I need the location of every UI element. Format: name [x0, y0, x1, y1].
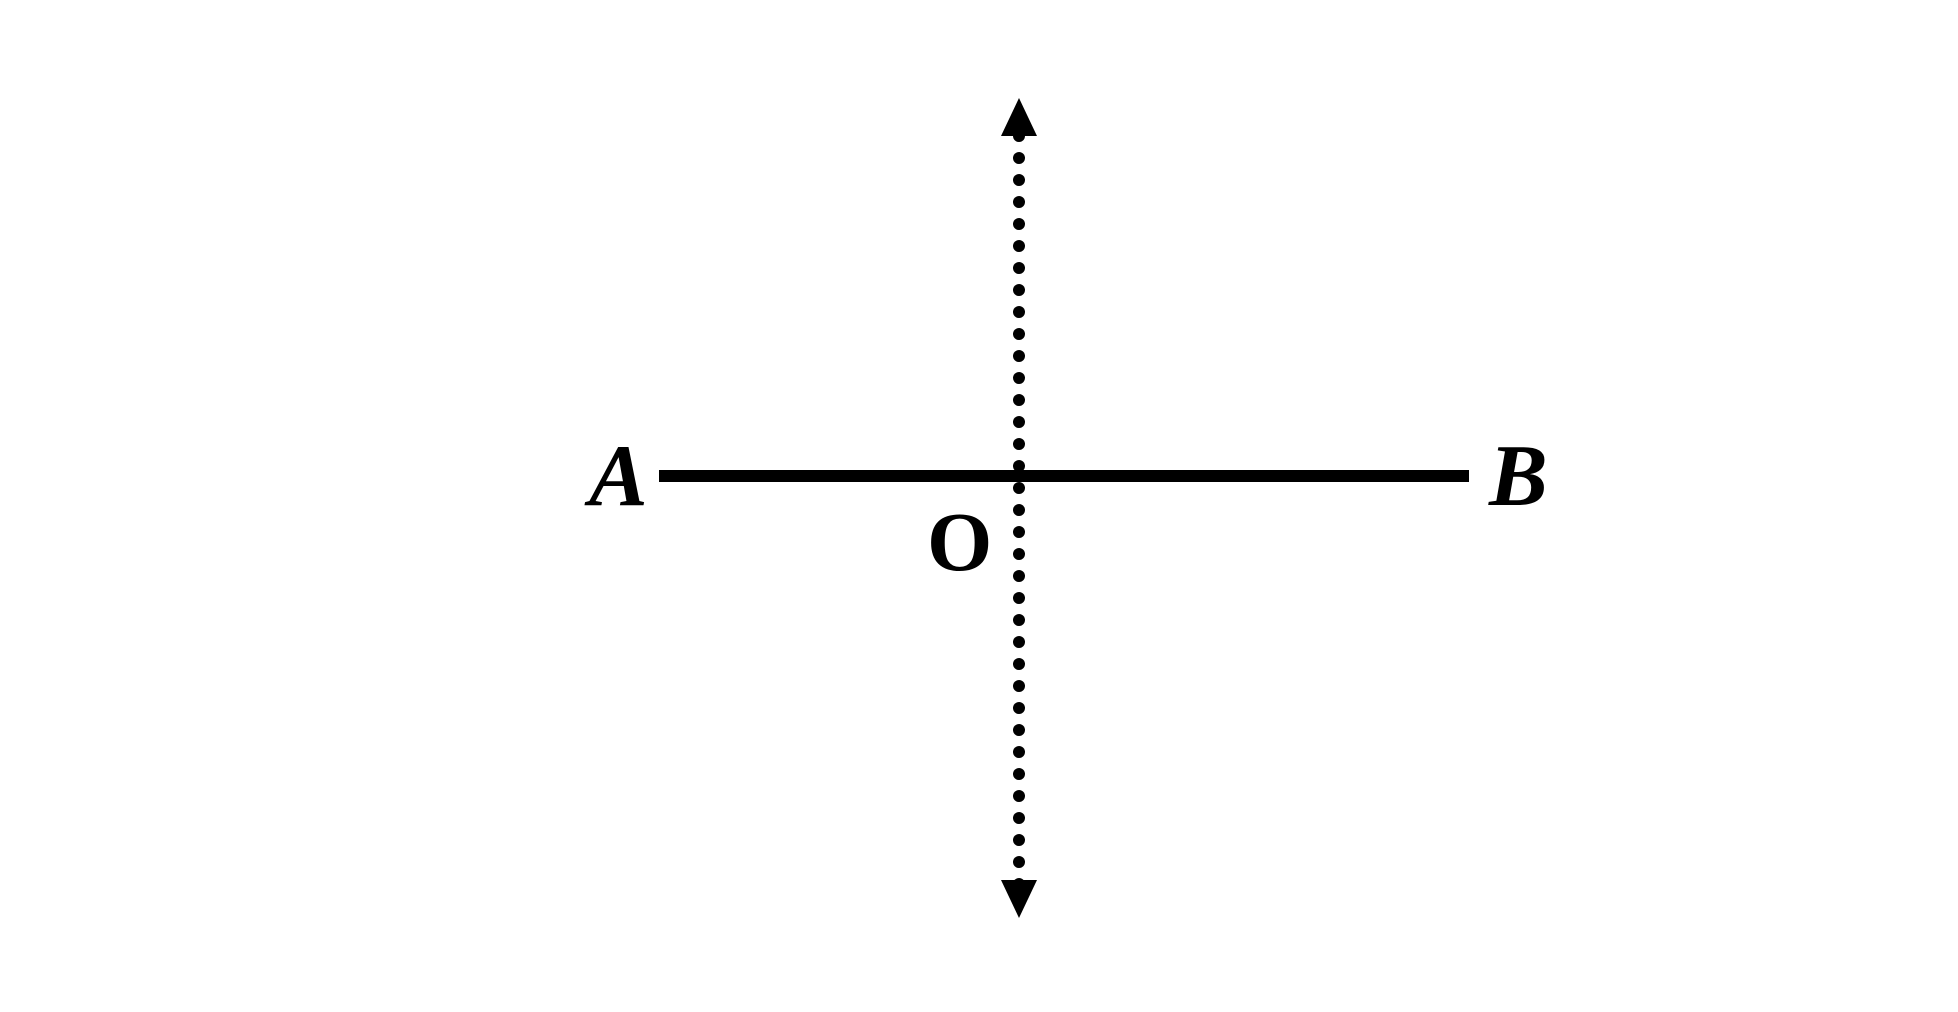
arrowhead-bottom-icon	[1001, 880, 1037, 918]
dotted-line	[1013, 130, 1025, 890]
arrowhead-top-icon	[1001, 98, 1037, 136]
geometry-diagram: A B O	[379, 56, 1579, 956]
label-b: B	[1489, 426, 1548, 527]
label-a: A	[589, 426, 648, 527]
label-o: O	[927, 494, 992, 591]
